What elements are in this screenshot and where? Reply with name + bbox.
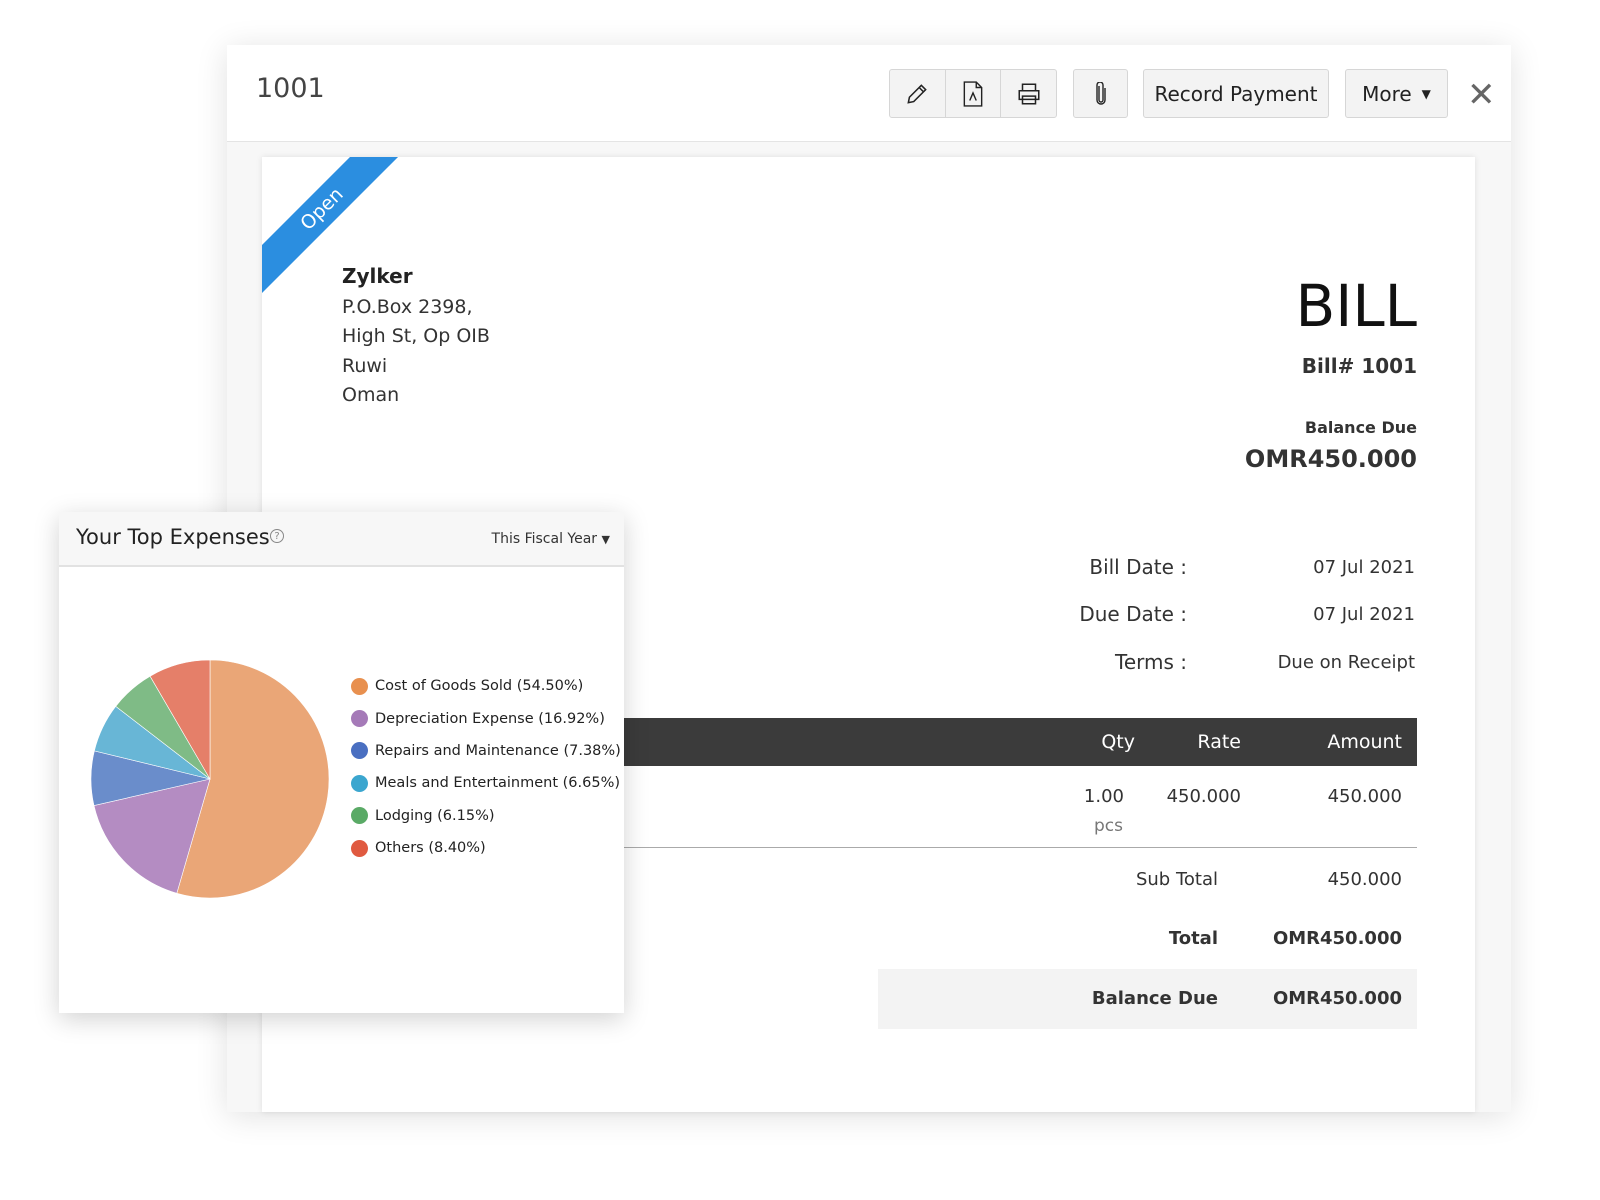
legend-label: Repairs and Maintenance (7.38%) <box>375 742 621 759</box>
item-amount: 450.000 <box>1327 786 1402 807</box>
amount-header: Amount <box>1327 731 1402 753</box>
pie-slice[interactable] <box>149 659 211 781</box>
print-icon <box>1018 82 1040 105</box>
chart-legend: Cost of Goods Sold (54.50%) Depreciation … <box>351 670 621 864</box>
caret-down-icon: ▼ <box>601 533 610 546</box>
due-date-label: Due Date : <box>1079 602 1187 626</box>
address-line: P.O.Box 2398, <box>342 295 473 318</box>
legend-dot <box>351 839 368 857</box>
due-date: 07 Jul 2021 <box>1313 604 1415 625</box>
more-label: More <box>1362 81 1412 106</box>
header: 1001 Record Payment More ▼ ✕ <box>227 45 1511 142</box>
bill-date-label: Bill Date : <box>1089 555 1187 579</box>
divider <box>562 847 1417 848</box>
legend-dot <box>351 807 368 825</box>
widget-title: Your Top Expenses <box>76 525 270 549</box>
legend-dot <box>351 742 368 760</box>
item-rate: 450.000 <box>1166 786 1241 807</box>
sub-total: 450.000 <box>1327 869 1402 890</box>
address-line: Ruwi <box>342 354 388 377</box>
top-expenses-widget: Your Top Expenses ? This Fiscal Year ▼ C… <box>59 512 624 1013</box>
action-group <box>889 69 1057 118</box>
legend-item: Lodging (6.15%) <box>351 800 621 832</box>
balance-due-row: Balance Due OMR450.000 <box>878 969 1417 1029</box>
legend-label: Others (8.40%) <box>375 840 486 857</box>
legend-dot <box>351 710 368 728</box>
rate-header: Rate <box>1197 731 1241 753</box>
legend-label: Cost of Goods Sold (54.50%) <box>375 678 584 695</box>
period-dropdown[interactable]: This Fiscal Year ▼ <box>492 531 610 547</box>
expenses-pie-chart <box>90 659 330 899</box>
pencil-icon <box>907 83 928 104</box>
print-button[interactable] <box>1001 70 1056 117</box>
bill-heading: BILL <box>1295 272 1417 340</box>
legend-item: Others (8.40%) <box>351 832 621 864</box>
legend-item: Meals and Entertainment (6.65%) <box>351 767 621 799</box>
total: OMR450.000 <box>1272 928 1402 949</box>
qty-header: Qty <box>1101 731 1135 753</box>
pie-slice[interactable] <box>93 778 211 894</box>
legend-label: Meals and Entertainment (6.65%) <box>375 775 621 792</box>
legend-item: Repairs and Maintenance (7.38%) <box>351 735 621 767</box>
legend-item: Cost of Goods Sold (54.50%) <box>351 670 621 702</box>
item-unit: pcs <box>1094 816 1123 836</box>
pie-slice[interactable] <box>176 659 330 899</box>
bill-date: 07 Jul 2021 <box>1313 557 1415 578</box>
address-line: High St, Op OIB <box>342 325 490 347</box>
items-table-header: Qty Rate Amount <box>562 718 1417 766</box>
sub-total-label: Sub Total <box>1135 869 1218 890</box>
balance-due-amount: OMR450.000 <box>1244 445 1417 473</box>
legend-item: Depreciation Expense (16.92%) <box>351 702 621 734</box>
bill-number: Bill# 1001 <box>1301 354 1417 378</box>
period-label: This Fiscal Year <box>491 531 598 547</box>
total-label: Total <box>1168 928 1218 949</box>
caret-down-icon: ▼ <box>1421 86 1431 101</box>
legend-dot <box>351 774 368 792</box>
balance-label: Balance Due <box>1091 988 1218 1009</box>
legend-label: Lodging (6.15%) <box>375 807 495 824</box>
paperclip-icon <box>1095 81 1106 105</box>
bill-title: 1001 <box>256 73 325 104</box>
balance-amount: OMR450.000 <box>1272 988 1402 1009</box>
balance-due-label: Balance Due <box>1304 418 1417 437</box>
widget-header: Your Top Expenses ? This Fiscal Year ▼ <box>59 512 624 567</box>
vendor-name: Zylker <box>342 264 413 288</box>
vendor-address: Zylker P.O.Box 2398, High St, Op OIB Ruw… <box>342 262 490 411</box>
close-icon[interactable]: ✕ <box>1467 75 1496 115</box>
help-icon[interactable]: ? <box>270 529 284 543</box>
legend-dot <box>351 677 368 695</box>
pdf-button[interactable] <box>946 70 1002 117</box>
terms-label: Terms : <box>1115 650 1187 674</box>
pdf-icon <box>963 80 983 107</box>
more-button[interactable]: More ▼ <box>1345 69 1448 118</box>
item-qty: 1.00 <box>1083 786 1124 807</box>
terms: Due on Receipt <box>1277 652 1415 673</box>
edit-button[interactable] <box>890 70 946 117</box>
address-line: Oman <box>342 384 400 406</box>
attach-button[interactable] <box>1073 69 1128 118</box>
legend-label: Depreciation Expense (16.92%) <box>375 710 605 727</box>
record-payment-button[interactable]: Record Payment <box>1143 69 1329 118</box>
